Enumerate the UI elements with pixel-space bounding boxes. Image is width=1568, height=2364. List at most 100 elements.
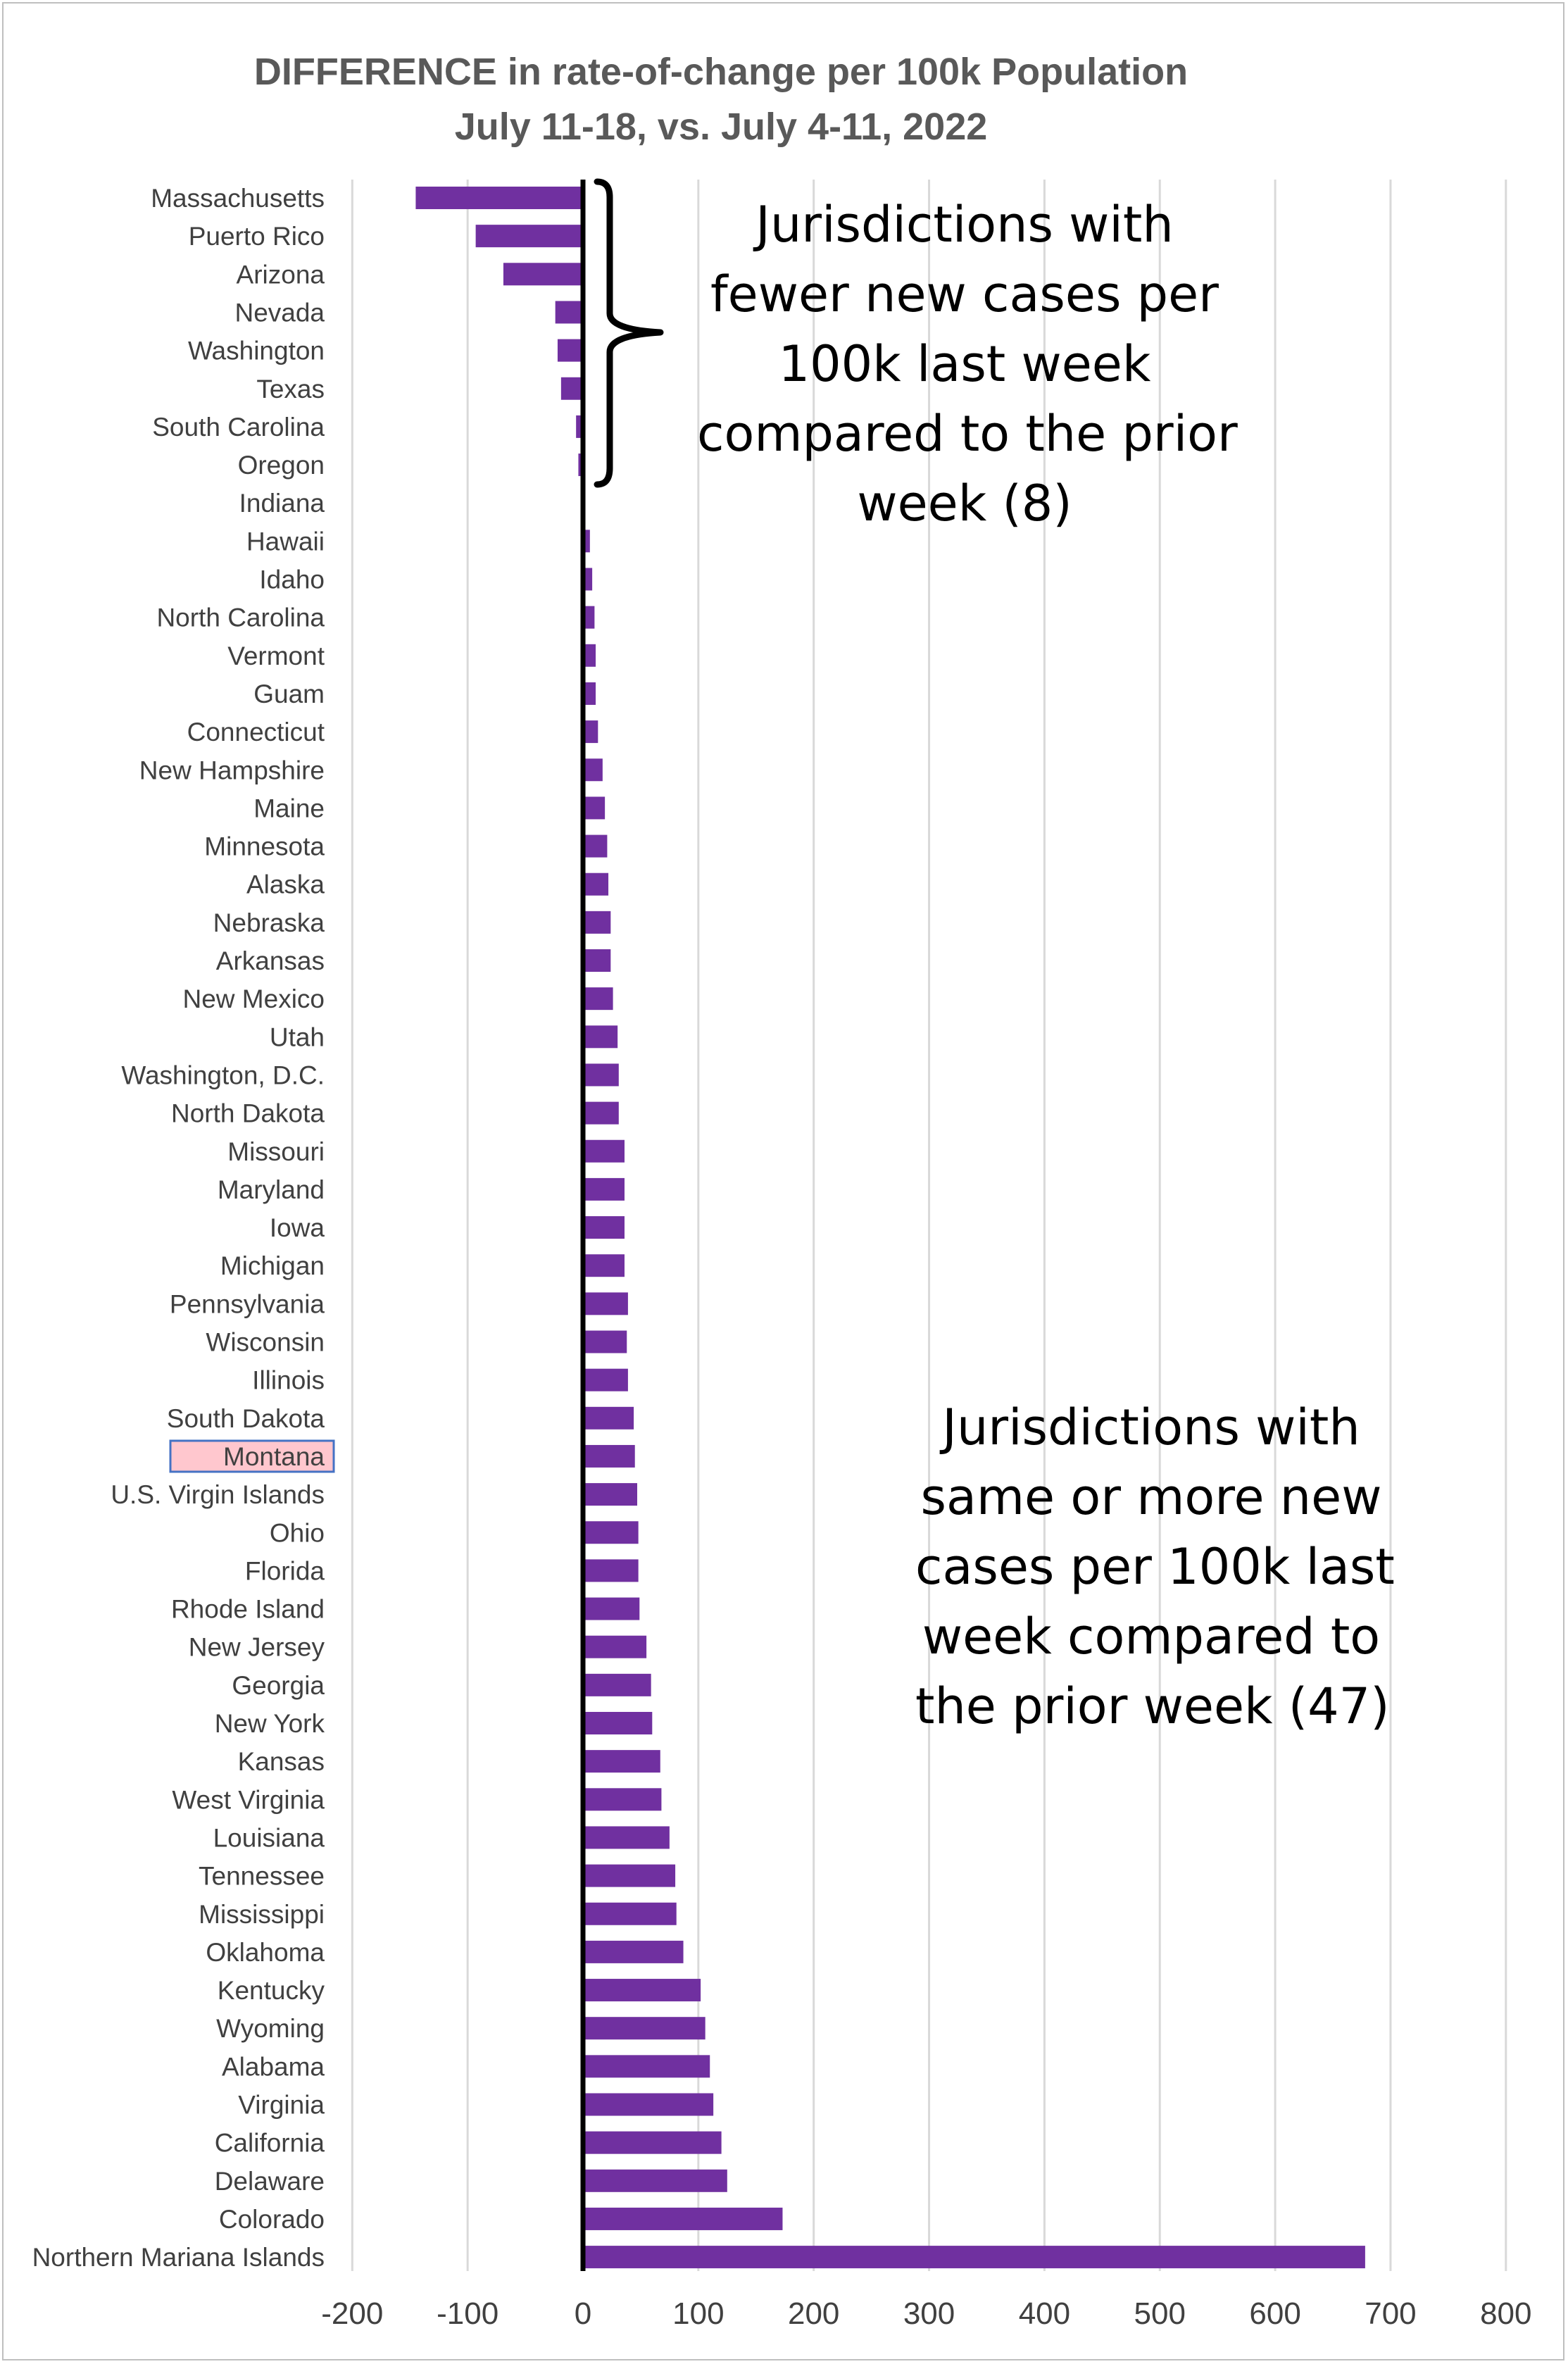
bar: [583, 873, 609, 896]
category-label: South Carolina: [152, 413, 325, 442]
annotation-line: Jurisdictions with: [755, 196, 1174, 254]
bar: [557, 339, 583, 362]
category-label: Arizona: [237, 260, 325, 289]
category-label: Florida: [245, 1556, 325, 1585]
category-label: Washington: [188, 337, 325, 365]
bar: [583, 911, 611, 934]
category-label: South Dakota: [167, 1404, 325, 1433]
bar: [583, 1979, 701, 2002]
category-label: Delaware: [215, 2167, 325, 2196]
annotation-line: same or more new: [920, 1468, 1382, 1526]
bar: [583, 720, 598, 744]
bar: [583, 1673, 651, 1696]
bar: [583, 1483, 638, 1506]
bar: [583, 1521, 639, 1544]
category-label: Iowa: [270, 1213, 325, 1242]
category-label: Oklahoma: [206, 1938, 325, 1967]
category-label: Connecticut: [187, 718, 325, 746]
annotation-line: week (8): [857, 475, 1072, 532]
highlight-box: [169, 1439, 335, 1473]
bar: [583, 1597, 640, 1620]
annotation-line: week compared to: [922, 1608, 1381, 1665]
x-tick-label: -200: [321, 2296, 383, 2331]
bar: [583, 2207, 783, 2230]
bar: [583, 1292, 628, 1315]
bar: [583, 834, 608, 858]
category-label: Nebraska: [213, 908, 325, 937]
x-tick-label: 200: [788, 2296, 839, 2331]
bar: [583, 2017, 705, 2040]
annotation-line: Jurisdictions with: [942, 1399, 1360, 1456]
annotation-line: 100k last week: [778, 335, 1151, 393]
category-label: Georgia: [232, 1671, 325, 1700]
category-label: New Jersey: [189, 1633, 325, 1662]
bar: [583, 1826, 670, 1849]
category-label: Alaska: [246, 870, 325, 899]
brace-annotation: [594, 178, 664, 488]
x-tick-label: 700: [1365, 2296, 1416, 2331]
category-label: Maine: [253, 794, 325, 823]
category-label: Wyoming: [216, 2014, 325, 2043]
x-tick-label: 800: [1480, 2296, 1531, 2331]
category-label: Oregon: [238, 451, 325, 480]
category-label: Montana: [223, 1442, 325, 1471]
category-label: Missouri: [227, 1137, 325, 1166]
bar: [583, 1330, 627, 1353]
chart-title: DIFFERENCE in rate-of-change per 100k Po…: [253, 51, 1188, 93]
category-label: Mississippi: [199, 1900, 325, 1929]
x-tick-label: 100: [672, 2296, 724, 2331]
category-label: Arkansas: [216, 946, 325, 975]
bar: [583, 1139, 625, 1163]
annotation-line: the prior week (47): [915, 1677, 1390, 1735]
bar: [583, 2055, 710, 2078]
category-label: Nevada: [234, 298, 325, 327]
bar: [583, 1177, 625, 1201]
bar: [583, 1025, 618, 1049]
annotation-line: compared to the prior: [697, 405, 1238, 463]
bar: [583, 1635, 647, 1658]
category-label: Kansas: [238, 1747, 325, 1776]
category-label: Vermont: [227, 642, 325, 670]
bar: [583, 1216, 625, 1239]
chart-subtitle: July 11-18, vs. July 4-11, 2022: [454, 106, 988, 148]
category-label: Illinois: [252, 1366, 325, 1395]
bar: [583, 682, 596, 705]
category-label: California: [215, 2129, 325, 2158]
curly-brace-icon: [594, 178, 664, 488]
x-tick-label: 600: [1249, 2296, 1300, 2331]
bar: [583, 1902, 677, 1925]
category-label: Kentucky: [218, 1976, 325, 2005]
bar: [583, 1559, 639, 1582]
bar: [415, 187, 583, 209]
category-label: Michigan: [220, 1251, 325, 1280]
category-label: West Virginia: [172, 1785, 325, 1814]
category-label: Tennessee: [199, 1862, 325, 1891]
bar: [583, 1750, 660, 1773]
category-label: Northern Mariana Islands: [32, 2243, 325, 2272]
category-label: Alabama: [222, 2052, 325, 2081]
gridlines: [351, 180, 1507, 2271]
bar: [583, 1444, 635, 1468]
category-label: Virginia: [238, 2091, 325, 2120]
category-label: Maryland: [218, 1175, 325, 1204]
category-label: Colorado: [219, 2205, 325, 2234]
bar: [583, 987, 613, 1011]
bar: [583, 1712, 653, 1734]
bars: [415, 187, 1365, 2269]
annotation-line: fewer new cases per: [710, 265, 1219, 323]
x-tick-label: 400: [1019, 2296, 1070, 2331]
category-label: Minnesota: [204, 832, 325, 861]
bar: [583, 1788, 662, 1811]
bar: [555, 301, 583, 324]
category-label: New Mexico: [183, 984, 325, 1013]
highlight-layer: [169, 1439, 335, 1473]
category-label: Indiana: [239, 489, 325, 518]
category-label: U.S. Virgin Islands: [111, 1480, 325, 1509]
category-label: North Dakota: [171, 1099, 325, 1128]
annotation-line: cases per 100k last: [915, 1538, 1395, 1596]
category-label: Pennsylvania: [170, 1289, 325, 1318]
x-tick-labels: -200 -100 0 100 200 300 400 500 600 700 800: [321, 2296, 1531, 2331]
bar: [503, 263, 583, 286]
category-label: Ohio: [270, 1518, 325, 1547]
